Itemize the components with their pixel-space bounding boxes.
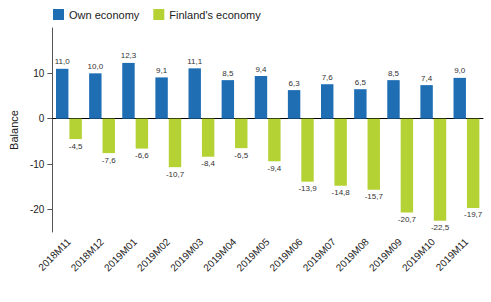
svg-text:2019M06: 2019M06 [267, 236, 305, 274]
svg-text:9,1: 9,1 [156, 66, 168, 75]
svg-text:2019M04: 2019M04 [201, 236, 239, 274]
svg-text:12,3: 12,3 [121, 51, 137, 60]
svg-text:2019M01: 2019M01 [102, 236, 140, 274]
svg-text:0: 0 [39, 113, 45, 124]
svg-text:2019M05: 2019M05 [234, 236, 272, 274]
svg-text:2019M08: 2019M08 [334, 236, 372, 274]
svg-text:7,4: 7,4 [421, 74, 433, 83]
svg-text:-6,5: -6,5 [234, 151, 248, 160]
svg-text:-10,7: -10,7 [166, 170, 185, 179]
svg-text:9,4: 9,4 [255, 65, 267, 74]
svg-text:-4,5: -4,5 [69, 142, 83, 151]
svg-text:10,0: 10,0 [88, 62, 104, 71]
svg-text:2019M11: 2019M11 [434, 236, 471, 273]
svg-text:Balance: Balance [8, 110, 20, 150]
svg-text:6,3: 6,3 [289, 79, 301, 88]
svg-text:-7,6: -7,6 [102, 156, 116, 165]
svg-text:-9,4: -9,4 [267, 164, 281, 173]
svg-text:-14,8: -14,8 [332, 188, 351, 197]
svg-text:-6,6: -6,6 [135, 151, 149, 160]
svg-text:10: 10 [33, 68, 45, 79]
svg-text:-22,5: -22,5 [431, 223, 450, 232]
svg-text:6,5: 6,5 [355, 78, 367, 87]
svg-text:2019M09: 2019M09 [367, 236, 405, 274]
svg-text:11,0: 11,0 [55, 57, 71, 66]
svg-text:-19,7: -19,7 [464, 210, 483, 219]
svg-text:2019M10: 2019M10 [400, 236, 438, 274]
svg-text:-15,7: -15,7 [365, 192, 384, 201]
svg-text:7,6: 7,6 [322, 73, 334, 82]
svg-text:-10: -10 [30, 159, 45, 170]
svg-text:8,5: 8,5 [388, 69, 400, 78]
svg-text:11,1: 11,1 [187, 57, 203, 66]
svg-text:8,5: 8,5 [222, 69, 234, 78]
svg-text:2019M07: 2019M07 [301, 236, 339, 274]
svg-text:2018M11: 2018M11 [36, 236, 73, 273]
svg-text:Own economy: Own economy [69, 9, 140, 21]
svg-text:2019M02: 2019M02 [135, 236, 173, 274]
svg-text:2019M03: 2019M03 [168, 236, 206, 274]
svg-text:-8,4: -8,4 [201, 159, 215, 168]
svg-text:9,0: 9,0 [454, 66, 466, 75]
svg-text:2018M12: 2018M12 [69, 236, 107, 274]
svg-text:-13,9: -13,9 [298, 184, 317, 193]
svg-text:Finland's economy: Finland's economy [169, 9, 261, 21]
svg-text:-20: -20 [30, 204, 45, 215]
svg-text:-20,7: -20,7 [398, 215, 417, 224]
